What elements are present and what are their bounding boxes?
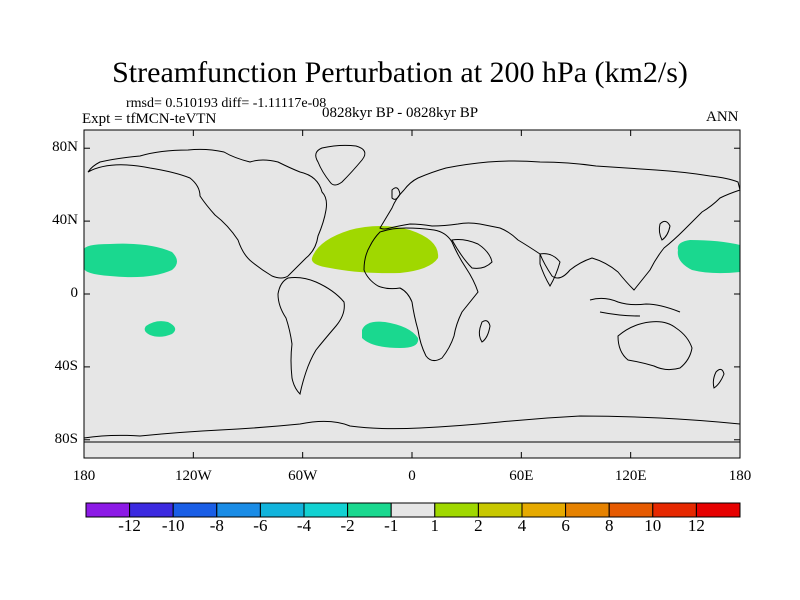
colorbar-label: -6	[253, 516, 268, 535]
colorbar-label: 4	[517, 516, 527, 535]
colorbar-label: 8	[604, 516, 614, 535]
colorbar-box	[390, 502, 436, 518]
colorbar-label: -12	[118, 516, 141, 535]
lat-label: 40S	[54, 357, 78, 374]
figure-title: Streamfunction Perturbation at 200 hPa (…	[112, 56, 688, 89]
colorbar-box	[695, 502, 741, 518]
lat-label: 80N	[52, 139, 78, 156]
colorbar-box	[434, 502, 479, 518]
anomaly-layer	[84, 226, 740, 348]
colorbar-box	[521, 502, 567, 518]
lon-ticks	[83, 130, 741, 458]
anomaly-north-pacific-negative	[84, 243, 177, 278]
coast-greenland	[315, 144, 366, 186]
colorbar-label: -4	[296, 516, 312, 535]
colorbar-box	[608, 502, 654, 518]
experiment-label: Expt = tfMCN-teVTN	[82, 111, 217, 127]
lat-label: 0	[70, 285, 79, 301]
anomaly-west-pacific-negative	[677, 240, 740, 274]
colorbar-box	[85, 502, 131, 518]
lon-label: 180	[728, 468, 752, 484]
colorbar-box	[259, 502, 305, 518]
colorbar-box	[565, 502, 610, 518]
coast-new-zealand	[712, 368, 725, 389]
colorbar-box	[477, 502, 523, 518]
coast-eurasia	[379, 160, 741, 291]
colorbar-label: -10	[161, 516, 185, 535]
coast-africa	[363, 227, 479, 362]
lon-label: 60E	[509, 468, 534, 484]
coast-japan	[658, 220, 671, 241]
coast-south-america	[277, 277, 345, 396]
colorbar-label: 12	[687, 516, 705, 535]
lon-label: 180	[72, 468, 96, 484]
lon-label: 0	[408, 468, 416, 484]
colorbar-label: 10	[644, 516, 662, 535]
lon-label: 60W	[288, 468, 318, 484]
colorbar-label: -1	[384, 516, 399, 535]
colorbar	[85, 502, 741, 518]
coast-india	[539, 253, 561, 287]
anomaly-central-pacific-negative	[144, 321, 176, 337]
season-label: ANN	[706, 109, 739, 125]
coast-madagascar	[478, 320, 491, 343]
colorbar-box	[129, 502, 174, 518]
coast-british-isles	[391, 187, 401, 200]
colorbar-box	[216, 502, 261, 518]
coast-indonesia	[589, 297, 681, 317]
colorbar-label: -8	[209, 516, 224, 535]
coastlines	[83, 144, 741, 443]
colorbar-label: 1	[430, 516, 440, 535]
colorbar-box	[172, 502, 218, 518]
lat-ticks	[84, 147, 740, 441]
coast-antarctica	[83, 415, 741, 443]
colorbar-box	[347, 502, 392, 518]
stats-text: rmsd= 0.510193 diff= -1.11117e-08	[126, 96, 327, 111]
colorbar-label: -2	[340, 516, 355, 535]
colorbar-label: 2	[474, 516, 483, 535]
lat-label: 40N	[52, 212, 78, 229]
lon-label: 120E	[614, 468, 647, 484]
map-background	[84, 130, 740, 458]
period-label: 0828kyr BP - 0828kyr BP	[322, 105, 479, 121]
anomaly-south-atlantic-negative	[362, 321, 419, 348]
coast-arabia	[451, 239, 493, 269]
coast-australia	[617, 321, 693, 371]
colorbar-label: 6	[561, 516, 570, 535]
colorbar-box	[652, 502, 697, 518]
lon-label: 120W	[174, 468, 212, 484]
lat-label: 80S	[54, 430, 78, 447]
colorbar-box	[303, 502, 349, 518]
anomaly-north-atlantic-africa-positive	[311, 226, 439, 274]
coast-north-america	[87, 148, 327, 279]
